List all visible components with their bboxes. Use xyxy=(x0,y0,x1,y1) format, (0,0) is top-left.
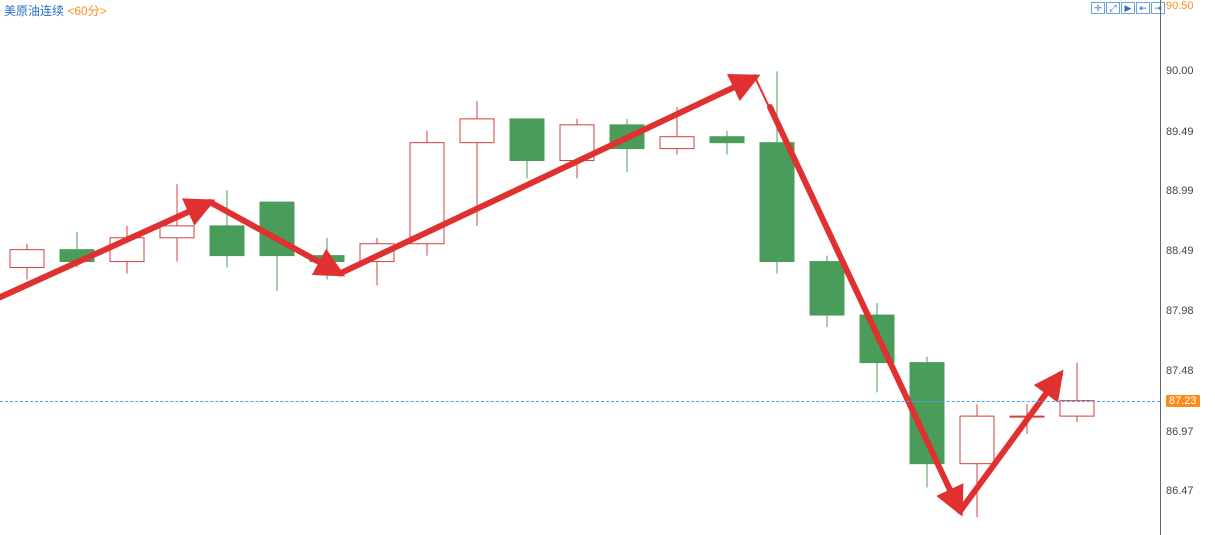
candle-body[interactable] xyxy=(10,250,44,268)
current-price-line xyxy=(0,401,1160,402)
chart-container: 美原油连续 <60分> ✛⤢▶⇤⇥ 90.5090.0089.4988.9988… xyxy=(0,0,1215,535)
y-tick-label: 87.48 xyxy=(1166,365,1194,377)
candle-body[interactable] xyxy=(460,119,494,143)
trend-arrow xyxy=(340,77,755,273)
candle-body[interactable] xyxy=(760,143,794,262)
y-tick-label: 87.98 xyxy=(1166,305,1194,317)
candle-body[interactable] xyxy=(160,226,194,238)
trend-arrow xyxy=(770,107,960,511)
y-tick-label: 86.47 xyxy=(1166,485,1194,497)
candlestick-plot[interactable] xyxy=(0,0,1160,535)
candle-body[interactable] xyxy=(210,226,244,256)
candle-body[interactable] xyxy=(810,262,844,316)
y-tick-label: 88.99 xyxy=(1166,185,1194,197)
candle-body[interactable] xyxy=(960,416,994,464)
y-tick-label: 90.00 xyxy=(1166,65,1194,77)
candle-body[interactable] xyxy=(1060,401,1094,416)
candle-body[interactable] xyxy=(710,137,744,143)
y-axis: 90.50 90.00 89.49 88.99 88.49 87.98 87.48 86.97… xyxy=(1160,0,1215,535)
y-top-price: 90.50 xyxy=(1166,0,1194,12)
current-price-badge: 87.23 xyxy=(1166,395,1200,407)
candle-body[interactable] xyxy=(510,119,544,161)
y-tick-label: 88.49 xyxy=(1166,245,1194,257)
candle-body[interactable] xyxy=(660,137,694,149)
y-tick-label: 89.49 xyxy=(1166,126,1194,138)
y-tick-label: 86.97 xyxy=(1166,426,1194,438)
